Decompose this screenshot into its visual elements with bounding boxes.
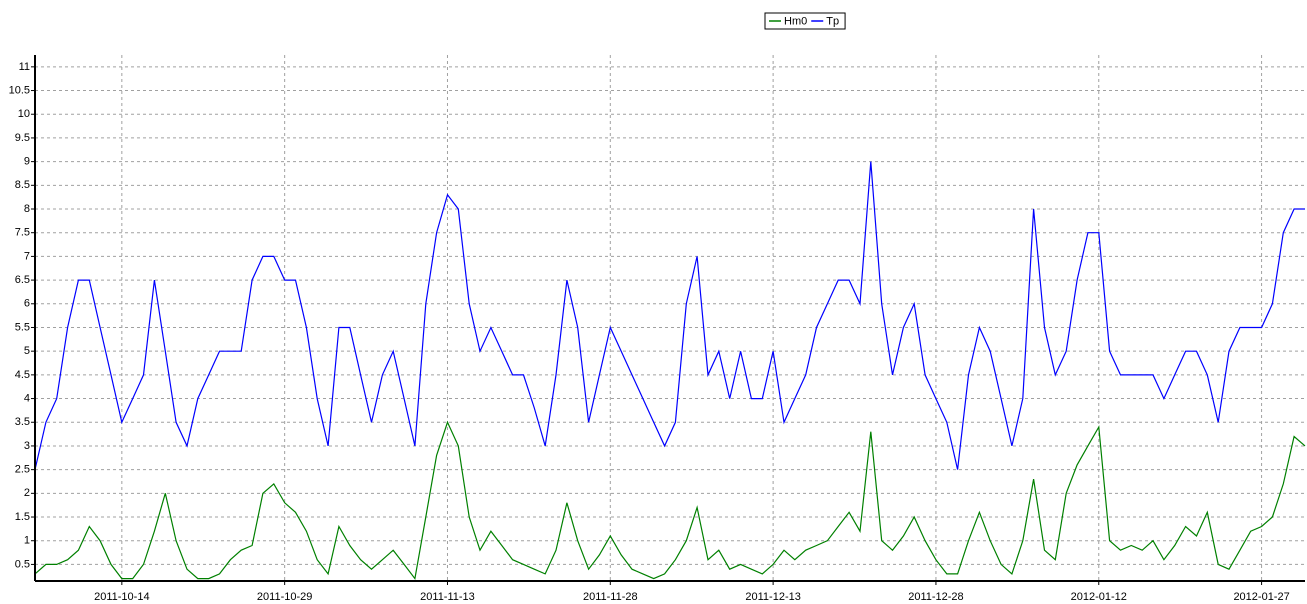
x-tick-label: 2011-11-28 — [583, 591, 638, 603]
y-tick-label: 4.5 — [15, 369, 30, 381]
y-tick-label: 10.5 — [9, 84, 30, 96]
x-tick-label: 2012-01-12 — [1071, 591, 1127, 603]
y-tick-label: 2 — [24, 487, 30, 499]
legend: Hm0 Tp — [764, 12, 846, 30]
y-tick-label: 3.5 — [15, 416, 30, 428]
y-tick-label: 8 — [24, 203, 30, 215]
x-tick-label: 2011-10-14 — [94, 591, 149, 603]
legend-box — [764, 12, 846, 30]
y-tick-label: 7.5 — [15, 227, 30, 239]
y-tick-label: 3 — [24, 440, 30, 452]
y-tick-label: 5.5 — [15, 321, 30, 333]
series-line — [34, 161, 1305, 470]
y-tick-label: 2.5 — [15, 464, 30, 476]
y-tick-label: 9.5 — [15, 132, 30, 144]
y-tick-label: 6.5 — [15, 274, 30, 286]
series-line — [34, 420, 1306, 581]
y-tick-label: 10 — [18, 108, 30, 120]
x-tick-label: 2011-10-29 — [257, 591, 312, 603]
x-tick-label: 2011-11-13 — [420, 591, 475, 603]
legend-label: Tp — [826, 15, 839, 27]
y-tick-label: 9 — [24, 156, 30, 168]
y-tick-label: 7 — [24, 250, 30, 262]
y-tick-label: 0.5 — [15, 558, 30, 570]
legend-label: Hm0 — [784, 15, 807, 27]
y-tick-label: 6 — [24, 298, 30, 310]
y-tick-label: 1.5 — [15, 511, 30, 523]
y-tick-label: 5 — [24, 345, 30, 357]
x-tick-label: 2012-01-27 — [1233, 591, 1289, 603]
y-tick-label: 8.5 — [15, 179, 30, 191]
x-tick-label: 2011-12-28 — [908, 591, 963, 603]
y-tick-label: 11 — [19, 61, 30, 73]
y-tick-label: 4 — [24, 392, 30, 404]
y-tick-label: 1 — [24, 535, 30, 547]
x-tick-label: 2011-12-13 — [745, 591, 800, 603]
